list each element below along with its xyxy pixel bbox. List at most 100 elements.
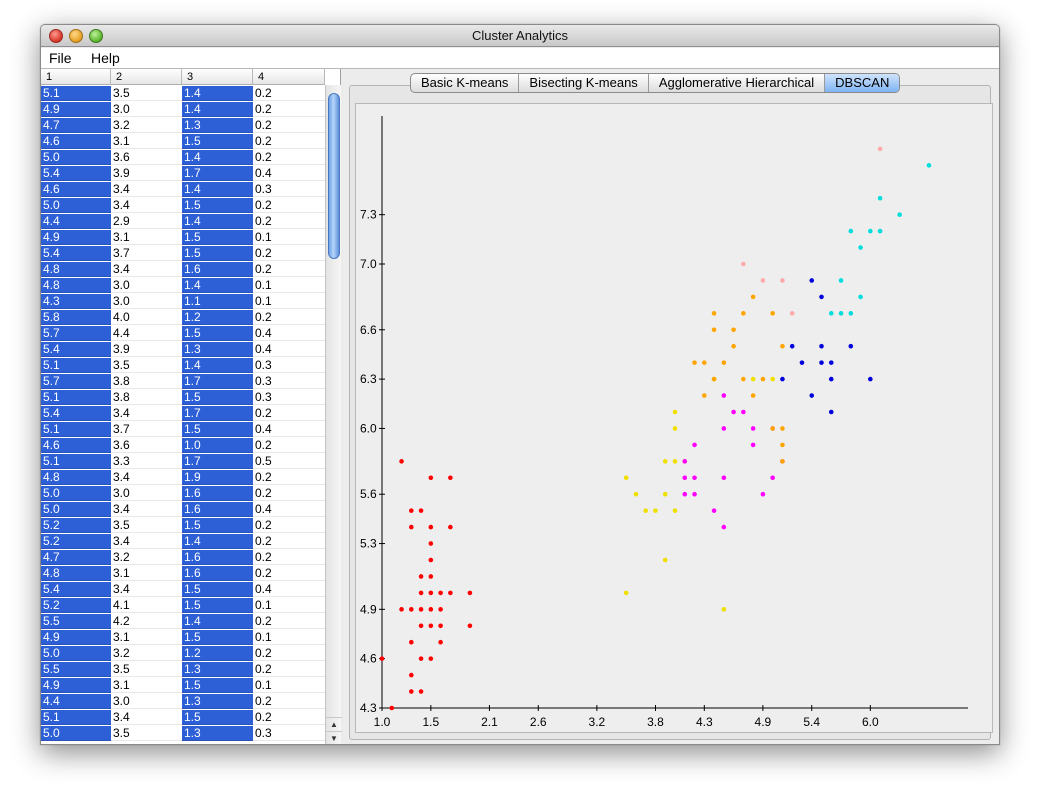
table-cell[interactable]: 5.4: [41, 582, 111, 597]
table-cell[interactable]: 1.5: [182, 598, 253, 613]
table-cell[interactable]: 1.5: [182, 422, 253, 437]
table-cell[interactable]: 0.2: [253, 550, 325, 565]
tab-dbscan[interactable]: DBSCAN: [825, 74, 900, 92]
table-cell[interactable]: 1.5: [182, 326, 253, 341]
table-scrollbar[interactable]: ▲ ▼: [325, 85, 342, 744]
table-cell[interactable]: 0.2: [253, 518, 325, 533]
table-cell[interactable]: 4.0: [111, 310, 182, 325]
table-cell[interactable]: 1.5: [182, 390, 253, 405]
table-cell[interactable]: 5.7: [41, 326, 111, 341]
table-cell[interactable]: 1.6: [182, 486, 253, 501]
table-cell[interactable]: 3.4: [111, 198, 182, 213]
table-row[interactable]: 5.2 4.1 1.5 0.1: [41, 598, 325, 614]
table-row[interactable]: 5.0 3.2 1.2 0.2: [41, 646, 325, 662]
table-cell[interactable]: 0.4: [253, 326, 325, 341]
table-cell[interactable]: 3.1: [111, 678, 182, 693]
table-cell[interactable]: 0.4: [253, 166, 325, 181]
table-cell[interactable]: 1.5: [182, 198, 253, 213]
table-cell[interactable]: 1.5: [182, 246, 253, 261]
table-cell[interactable]: 0.2: [253, 150, 325, 165]
table-cell[interactable]: 1.0: [182, 438, 253, 453]
table-cell[interactable]: 1.5: [182, 630, 253, 645]
table-cell[interactable]: 4.8: [41, 566, 111, 581]
table-row[interactable]: 5.1 3.4 1.5 0.2: [41, 710, 325, 726]
table-cell[interactable]: 5.4: [41, 166, 111, 181]
table-cell[interactable]: 4.6: [41, 438, 111, 453]
table-cell[interactable]: 3.1: [111, 230, 182, 245]
table-cell[interactable]: 3.3: [111, 454, 182, 469]
table-cell[interactable]: 3.2: [111, 646, 182, 661]
table-row[interactable]: 4.4 3.0 1.3 0.2: [41, 694, 325, 710]
table-cell[interactable]: 0.1: [253, 598, 325, 613]
table-cell[interactable]: 1.4: [182, 150, 253, 165]
table-cell[interactable]: 5.1: [41, 358, 111, 373]
table-cell[interactable]: 0.2: [253, 694, 325, 709]
table-cell[interactable]: 0.2: [253, 262, 325, 277]
table-cell[interactable]: 3.1: [111, 630, 182, 645]
table-cell[interactable]: 3.8: [111, 390, 182, 405]
close-window-button[interactable]: [49, 29, 63, 43]
table-row[interactable]: 5.0 3.6 1.4 0.2: [41, 150, 325, 166]
table-row[interactable]: 5.5 4.2 1.4 0.2: [41, 614, 325, 630]
tab-agglomerative-hierarchical[interactable]: Agglomerative Hierarchical: [649, 74, 826, 92]
table-cell[interactable]: 5.4: [41, 246, 111, 261]
table-row[interactable]: 5.4 3.4 1.5 0.4: [41, 582, 325, 598]
table-cell[interactable]: 4.9: [41, 230, 111, 245]
table-cell[interactable]: 0.3: [253, 390, 325, 405]
table-cell[interactable]: 3.0: [111, 102, 182, 117]
table-cell[interactable]: 4.1: [111, 598, 182, 613]
table-cell[interactable]: 3.4: [111, 582, 182, 597]
table-row[interactable]: 5.0 3.0 1.6 0.2: [41, 486, 325, 502]
table-cell[interactable]: 2.9: [111, 214, 182, 229]
table-cell[interactable]: 3.2: [111, 550, 182, 565]
table-cell[interactable]: 3.2: [111, 118, 182, 133]
table-cell[interactable]: 5.2: [41, 518, 111, 533]
table-cell[interactable]: 3.0: [111, 486, 182, 501]
table-cell[interactable]: 0.2: [253, 86, 325, 101]
table-cell[interactable]: 3.4: [111, 710, 182, 725]
table-cell[interactable]: 0.2: [253, 134, 325, 149]
table-cell[interactable]: 3.9: [111, 166, 182, 181]
menu-file[interactable]: File: [49, 50, 72, 66]
table-cell[interactable]: 0.1: [253, 294, 325, 309]
table-cell[interactable]: 5.1: [41, 454, 111, 469]
table-row[interactable]: 5.1 3.3 1.7 0.5: [41, 454, 325, 470]
table-cell[interactable]: 1.3: [182, 118, 253, 133]
table-cell[interactable]: 0.2: [253, 214, 325, 229]
table-row[interactable]: 5.8 4.0 1.2 0.2: [41, 310, 325, 326]
table-cell[interactable]: 0.1: [253, 230, 325, 245]
table-cell[interactable]: 4.8: [41, 470, 111, 485]
table-cell[interactable]: 5.4: [41, 342, 111, 357]
table-cell[interactable]: 3.6: [111, 438, 182, 453]
table-row[interactable]: 4.9 3.1 1.5 0.1: [41, 630, 325, 646]
table-row[interactable]: 4.8 3.0 1.4 0.1: [41, 278, 325, 294]
table-cell[interactable]: 1.7: [182, 166, 253, 181]
table-cell[interactable]: 1.7: [182, 454, 253, 469]
table-cell[interactable]: 0.4: [253, 502, 325, 517]
table-row[interactable]: 5.2 3.4 1.4 0.2: [41, 534, 325, 550]
column-header-3[interactable]: 3: [182, 69, 253, 85]
table-cell[interactable]: 0.2: [253, 646, 325, 661]
table-cell[interactable]: 4.9: [41, 678, 111, 693]
table-cell[interactable]: 5.2: [41, 598, 111, 613]
table-cell[interactable]: 1.3: [182, 694, 253, 709]
table-cell[interactable]: 0.2: [253, 310, 325, 325]
table-cell[interactable]: 4.2: [111, 614, 182, 629]
table-cell[interactable]: 0.1: [253, 678, 325, 693]
table-cell[interactable]: 0.4: [253, 422, 325, 437]
scroll-up-arrow-icon[interactable]: ▲: [326, 717, 342, 731]
table-cell[interactable]: 3.0: [111, 294, 182, 309]
table-cell[interactable]: 4.3: [41, 294, 111, 309]
table-cell[interactable]: 3.5: [111, 662, 182, 677]
table-cell[interactable]: 0.3: [253, 374, 325, 389]
table-cell[interactable]: 3.5: [111, 518, 182, 533]
table-cell[interactable]: 1.4: [182, 534, 253, 549]
table-cell[interactable]: 3.5: [111, 86, 182, 101]
scroll-down-arrow-icon[interactable]: ▼: [326, 731, 342, 744]
table-row[interactable]: 4.9 3.0 1.4 0.2: [41, 102, 325, 118]
table-cell[interactable]: 3.4: [111, 406, 182, 421]
table-row[interactable]: 4.8 3.4 1.6 0.2: [41, 262, 325, 278]
table-cell[interactable]: 0.2: [253, 246, 325, 261]
table-cell[interactable]: 5.0: [41, 726, 111, 741]
tab-bisecting-k-means[interactable]: Bisecting K-means: [519, 74, 649, 92]
